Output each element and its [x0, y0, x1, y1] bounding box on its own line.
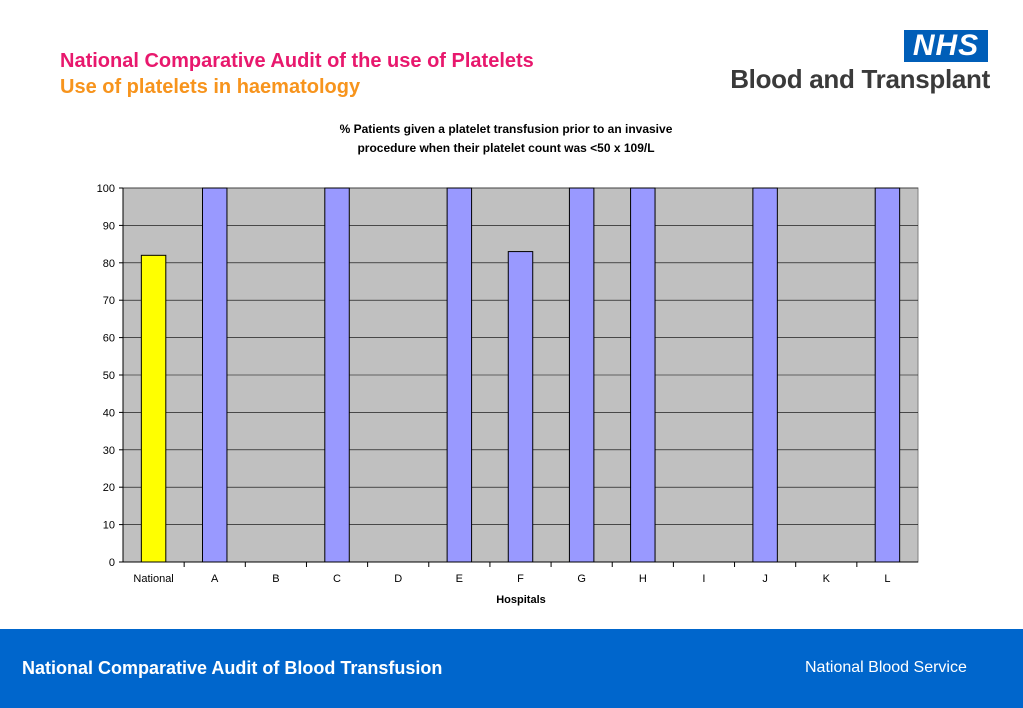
x-tick-label: H: [639, 573, 647, 585]
x-tick-label: C: [333, 573, 341, 585]
y-tick-label: 80: [103, 258, 115, 270]
bar-h: [630, 187, 656, 563]
x-axis-ticks: National A B C D E F G H I J K L: [133, 562, 890, 585]
bar-f: [507, 251, 534, 563]
y-tick-label: 70: [103, 295, 115, 307]
nhs-logo-box: NHS: [904, 30, 988, 62]
slide-title: National Comparative Audit of the use of…: [60, 48, 534, 100]
x-tick-label: F: [517, 573, 524, 585]
y-tick-label: 100: [97, 183, 115, 195]
title-line-1: National Comparative Audit of the use of…: [60, 50, 534, 72]
chart-title-line-1: % Patients given a platelet transfusion …: [340, 122, 673, 136]
footer-bar: National Comparative Audit of Blood Tran…: [0, 629, 1023, 708]
x-tick-label: National: [133, 573, 173, 585]
x-tick-label: G: [577, 573, 586, 585]
bar-l: [874, 187, 901, 563]
x-tick-label: L: [884, 573, 890, 585]
x-tick-label: E: [456, 573, 463, 585]
x-tick-label: J: [762, 573, 768, 585]
bar-chart: % Patients given a platelet transfusion …: [97, 122, 919, 606]
bar-j: [752, 187, 778, 563]
bar-g: [568, 187, 595, 563]
footer-audit-title: National Comparative Audit of Blood Tran…: [22, 658, 443, 678]
y-tick-label: 40: [103, 407, 115, 419]
x-tick-label: A: [211, 573, 219, 585]
footer-service-name: National Blood Service: [805, 659, 967, 676]
x-axis-label: Hospitals: [496, 594, 546, 606]
y-tick-label: 30: [103, 445, 115, 457]
chart-title-line-2: procedure when their platelet count was …: [357, 141, 654, 155]
x-tick-label: I: [702, 573, 705, 585]
y-tick-label: 10: [103, 520, 115, 532]
bar-a: [202, 187, 228, 563]
y-tick-label: 50: [103, 370, 115, 382]
nhs-blood-and-transplant-logo: NHS Blood and Transplant: [700, 30, 992, 96]
y-axis-ticks: 0 10 20 30 40 50 60 70 80 90 100: [97, 183, 123, 569]
y-tick-label: 90: [103, 220, 115, 232]
x-tick-label: K: [823, 573, 831, 585]
bar-e: [446, 187, 473, 563]
y-tick-label: 20: [103, 482, 115, 494]
x-tick-label: D: [394, 573, 402, 585]
bars: [140, 187, 901, 563]
title-line-2: Use of platelets in haematology: [60, 76, 361, 98]
y-tick-label: 0: [109, 557, 115, 569]
bar-c: [324, 187, 350, 563]
bar-national: [140, 254, 167, 563]
x-tick-label: B: [272, 573, 279, 585]
y-tick-label: 60: [103, 333, 115, 345]
logo-org-text: Blood and Transplant: [730, 64, 990, 94]
